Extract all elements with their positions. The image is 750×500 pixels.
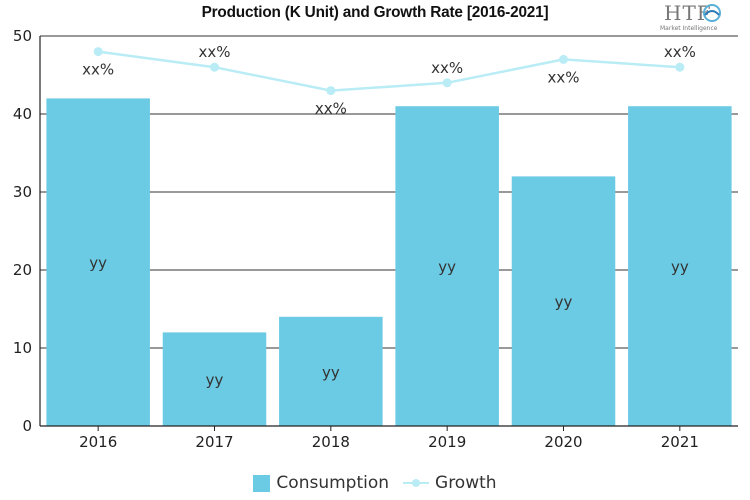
- y-tick-label: 0: [22, 417, 32, 435]
- bars: [46, 98, 732, 427]
- y-tick-label: 50: [13, 27, 32, 45]
- growth-point: [326, 86, 336, 96]
- growth-data-label: xx%: [664, 43, 696, 61]
- growth-point: [93, 47, 103, 57]
- x-tick-label: 2016: [79, 433, 117, 451]
- legend: Consumption Growth: [0, 473, 750, 493]
- htf-logo: HTF Market Intelligence: [658, 1, 728, 37]
- bar-data-label: yy: [438, 258, 456, 276]
- growth-data-label: xx%: [315, 100, 347, 118]
- legend-swatch-growth: [403, 477, 430, 489]
- globe-icon: [703, 4, 721, 22]
- growth-line: [93, 47, 685, 96]
- growth-line-path: [98, 50, 680, 92]
- legend-item-growth[interactable]: Growth: [403, 473, 497, 493]
- logo-tagline: Market Intelligence: [660, 25, 718, 32]
- bar: [628, 106, 732, 426]
- growth-data-label: xx%: [198, 43, 230, 61]
- bar-data-label: yy: [671, 258, 689, 276]
- bar: [511, 176, 616, 426]
- y-tick-label: 10: [13, 339, 32, 357]
- x-tick-label: 2021: [661, 433, 699, 451]
- growth-point: [559, 54, 568, 64]
- axes: 0 10 20 30 40 50 2016 2017 2018 2019 2020 2021: [13, 27, 738, 451]
- x-tick-label: 2018: [312, 433, 350, 451]
- chart-title: Production (K Unit) and Growth Rate [201…: [201, 4, 549, 21]
- x-tick-label: 2017: [195, 433, 233, 451]
- bar: [162, 332, 267, 426]
- growth-data-label: xx%: [82, 61, 114, 79]
- growth-data-label: xx%: [431, 59, 463, 77]
- bar-data-label: yy: [206, 371, 224, 389]
- x-tick-label: 2019: [428, 433, 466, 451]
- bar-data-label: yy: [322, 363, 340, 381]
- grid-lines: [40, 35, 738, 349]
- growth-point: [210, 62, 219, 72]
- legend-swatch-consumption: [253, 474, 271, 492]
- bar-data-label: yy: [89, 254, 107, 272]
- x-tick-label: 2020: [544, 433, 582, 451]
- data-labels: yy yy yy yy yy yy xx% xx% xx% xx% xx% xx%: [82, 43, 696, 389]
- logo-text: HTF: [664, 1, 712, 25]
- bar-data-label: yy: [555, 293, 573, 311]
- legend-label-growth: Growth: [435, 473, 497, 493]
- y-tick-label: 30: [13, 183, 32, 201]
- bar: [279, 316, 383, 426]
- legend-label-consumption: Consumption: [276, 473, 390, 493]
- bar: [46, 98, 150, 427]
- legend-item-consumption[interactable]: Consumption: [253, 473, 389, 493]
- bar: [395, 106, 499, 426]
- growth-data-label: xx%: [547, 68, 579, 86]
- y-tick-label: 40: [13, 105, 32, 123]
- growth-point: [675, 62, 685, 72]
- growth-point: [442, 78, 452, 88]
- y-tick-label: 20: [13, 261, 32, 279]
